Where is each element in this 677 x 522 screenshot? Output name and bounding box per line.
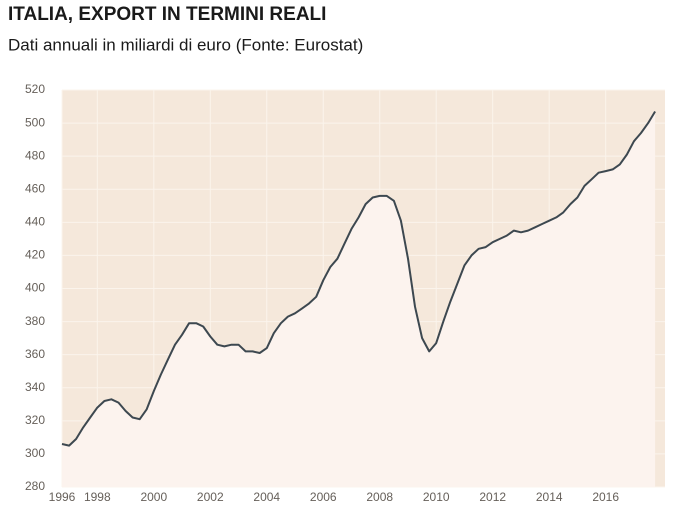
x-tick-label: 1998 [84, 490, 111, 504]
area [62, 111, 656, 487]
x-tick-label: 2000 [140, 490, 167, 504]
y-tick-label: 340 [25, 380, 45, 394]
x-tick-label: 2008 [366, 490, 393, 504]
x-tick-label: 2014 [536, 490, 563, 504]
y-tick-label: 440 [25, 215, 45, 229]
y-tick-label: 280 [25, 479, 45, 493]
chart-subtitle: Dati annuali in miliardi di euro (Fonte:… [8, 35, 363, 54]
chart-title: ITALIA, EXPORT IN TERMINI REALI [8, 4, 326, 25]
y-tick-label: 300 [25, 446, 45, 460]
line [61, 110, 656, 447]
x-tick-label: 2006 [310, 490, 337, 504]
y-tick-label: 360 [25, 347, 45, 361]
y-tick-label: 400 [25, 281, 45, 295]
y-tick-label: 420 [25, 248, 45, 262]
x-tick-label: 2010 [423, 490, 450, 504]
y-tick-label: 380 [25, 314, 45, 328]
x-tick-label: 2012 [479, 490, 506, 504]
x-tick-label: 1996 [49, 490, 76, 504]
y-tick-label: 480 [25, 148, 45, 162]
x-tick-label: 2016 [592, 490, 619, 504]
y-tick-label: 460 [25, 181, 45, 195]
x-tick-label: 2004 [253, 490, 280, 504]
x-tick-label: 2002 [197, 490, 224, 504]
y-tick-label: 520 [25, 82, 45, 96]
y-tick-label: 320 [25, 413, 45, 427]
y-tick-label: 500 [25, 115, 45, 129]
